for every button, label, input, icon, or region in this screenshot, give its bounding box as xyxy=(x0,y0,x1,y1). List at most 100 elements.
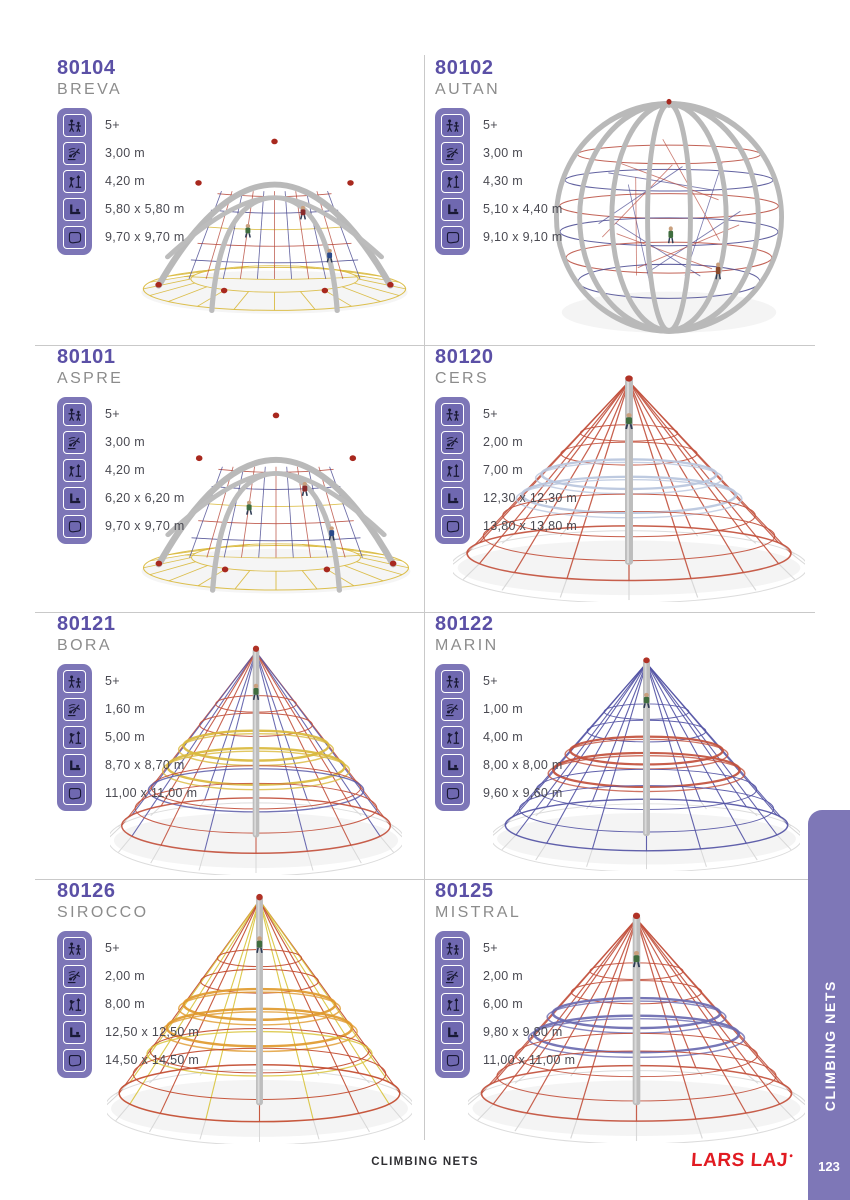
spec-value: 5+ xyxy=(483,407,498,421)
total-height-icon xyxy=(63,459,86,482)
product-name: CERS xyxy=(435,370,490,387)
age-icon xyxy=(441,403,464,426)
spec-icon-strip xyxy=(57,397,92,544)
fall-height-icon xyxy=(63,965,86,988)
spec-value: 7,00 m xyxy=(483,463,524,477)
age-icon xyxy=(441,670,464,693)
product-name: BORA xyxy=(57,637,112,654)
spec-values: 5+ 3,00 m 4,30 m 5,10 x 4,40 m 9,10 x 9,10 m xyxy=(483,108,563,255)
product-name: BREVA xyxy=(57,81,123,98)
product-image xyxy=(110,628,402,875)
spec-block: 5+ 3,00 m 4,20 m 5,80 x 5,80 m 9,70 x 9,70 m xyxy=(57,108,422,255)
safety-zone-icon xyxy=(63,226,86,249)
spec-block: 5+ 2,00 m 8,00 m 12,50 x 12,50 m 14,50 x 14,… xyxy=(57,931,422,1078)
spec-values: 5+ 1,00 m 4,00 m 8,00 x 8,00 m 9,60 x 9,60 m xyxy=(483,664,563,811)
spec-value: 3,00 m xyxy=(105,146,146,160)
product-image xyxy=(493,641,800,871)
fall-height-icon xyxy=(441,965,464,988)
section-side-tab: CLIMBING NETS 123 xyxy=(808,810,850,1200)
product-image xyxy=(535,77,803,335)
spec-value: 11,00 x 11,00 m xyxy=(483,1053,576,1067)
spec-value: 2,00 m xyxy=(483,435,524,449)
product-name: SIROCCO xyxy=(57,904,149,921)
spec-value: 1,00 m xyxy=(483,702,524,716)
spec-block: 5+ 1,60 m 5,00 m 8,70 x 8,70 m 11,00 x 11,00… xyxy=(57,664,422,811)
row-divider xyxy=(35,612,815,613)
spec-value: 6,20 x 6,20 m xyxy=(105,491,185,505)
spec-values: 5+ 3,00 m 4,20 m 5,80 x 5,80 m 9,70 x 9,70 m xyxy=(105,108,185,255)
product-card: 80101 ASPRE 5+ 3,00 m 4,20 m 6,20 x 6,20 m 9,7… xyxy=(57,346,422,626)
fall-height-icon xyxy=(441,142,464,165)
spec-value: 5,10 x 4,40 m xyxy=(483,202,563,216)
footer-category-label: CLIMBING NETS xyxy=(371,1156,479,1168)
safety-zone-icon xyxy=(441,782,464,805)
product-code: 80101 xyxy=(57,346,116,368)
product-code: 80126 xyxy=(57,880,116,902)
product-code: 80102 xyxy=(435,57,494,79)
age-icon xyxy=(63,937,86,960)
age-icon xyxy=(63,114,86,137)
spec-value: 9,70 x 9,70 m xyxy=(105,519,185,533)
spec-value: 13,80 x 13,80 m xyxy=(483,519,578,533)
spec-value: 5+ xyxy=(105,941,120,955)
spec-value: 5,00 m xyxy=(105,730,146,744)
section-side-tab-label: CLIMBING NETS xyxy=(822,980,838,1112)
total-height-icon xyxy=(441,170,464,193)
spec-block: 5+ 1,00 m 4,00 m 8,00 x 8,00 m 9,60 x 9,60 m xyxy=(435,664,800,811)
spec-icon-strip xyxy=(435,931,470,1078)
product-code: 80122 xyxy=(435,613,494,635)
spec-value: 5+ xyxy=(483,118,498,132)
product-image xyxy=(453,358,805,602)
spec-value: 8,70 x 8,70 m xyxy=(105,758,185,772)
total-height-icon xyxy=(63,993,86,1016)
total-height-icon xyxy=(63,170,86,193)
spec-value: 4,00 m xyxy=(483,730,524,744)
spec-value: 5+ xyxy=(483,674,498,688)
spec-value: 8,00 x 8,00 m xyxy=(483,758,563,772)
safety-zone-icon xyxy=(63,782,86,805)
spec-value: 9,10 x 9,10 m xyxy=(483,230,563,244)
safety-zone-icon xyxy=(63,1049,86,1072)
age-icon xyxy=(63,403,86,426)
fall-height-icon xyxy=(63,142,86,165)
fall-height-icon xyxy=(441,431,464,454)
product-card: 80120 CERS 5+ 2,00 m 7,00 m 12,30 x 12,30 m 13… xyxy=(435,346,805,626)
product-card: 80104 BREVA 5+ 3,00 m 4,20 m 5,80 x 5,80 m 9,7… xyxy=(57,57,422,337)
safety-zone-icon xyxy=(63,515,86,538)
dimensions-icon xyxy=(441,1021,464,1044)
spec-block: 5+ 3,00 m 4,20 m 6,20 x 6,20 m 9,70 x 9,70 m xyxy=(57,397,422,544)
spec-block: 5+ 2,00 m 6,00 m 9,80 x 9,80 m 11,00 x 11,00… xyxy=(435,931,800,1078)
spec-value: 3,00 m xyxy=(105,435,146,449)
column-divider xyxy=(424,55,425,1140)
product-code: 80104 xyxy=(57,57,116,79)
product-code: 80120 xyxy=(435,346,494,368)
spec-value: 11,00 x 11,00 m xyxy=(105,786,198,800)
product-image xyxy=(132,388,420,602)
product-card: 80126 SIROCCO 5+ 2,00 m 8,00 m 12,50 x 12,50 … xyxy=(57,880,422,1160)
spec-value: 9,80 x 9,80 m xyxy=(483,1025,563,1039)
spec-icon-strip xyxy=(57,931,92,1078)
spec-value: 5+ xyxy=(483,941,498,955)
product-code: 80121 xyxy=(57,613,116,635)
product-name: ASPRE xyxy=(57,370,124,387)
spec-value: 6,00 m xyxy=(483,997,524,1011)
spec-values: 5+ 2,00 m 8,00 m 12,50 x 12,50 m 14,50 x 14,… xyxy=(105,931,199,1078)
spec-icon-strip xyxy=(57,664,92,811)
spec-values: 5+ 1,60 m 5,00 m 8,70 x 8,70 m 11,00 x 11,00… xyxy=(105,664,197,811)
brand-logo: LARS LAJ• xyxy=(687,1150,794,1172)
dimensions-icon xyxy=(63,198,86,221)
spec-value: 4,20 m xyxy=(105,463,146,477)
spec-icon-strip xyxy=(435,397,470,544)
dimensions-icon xyxy=(63,487,86,510)
spec-values: 5+ 2,00 m 6,00 m 9,80 x 9,80 m 11,00 x 11,00… xyxy=(483,931,575,1078)
product-image xyxy=(132,115,417,322)
total-height-icon xyxy=(441,459,464,482)
fall-height-icon xyxy=(63,431,86,454)
age-icon xyxy=(441,937,464,960)
product-card: 80122 MARIN 5+ 1,00 m 4,00 m 8,00 x 8,00 m 9,6… xyxy=(435,613,800,893)
spec-value: 5+ xyxy=(105,674,120,688)
fall-height-icon xyxy=(63,698,86,721)
safety-zone-icon xyxy=(441,515,464,538)
total-height-icon xyxy=(441,726,464,749)
